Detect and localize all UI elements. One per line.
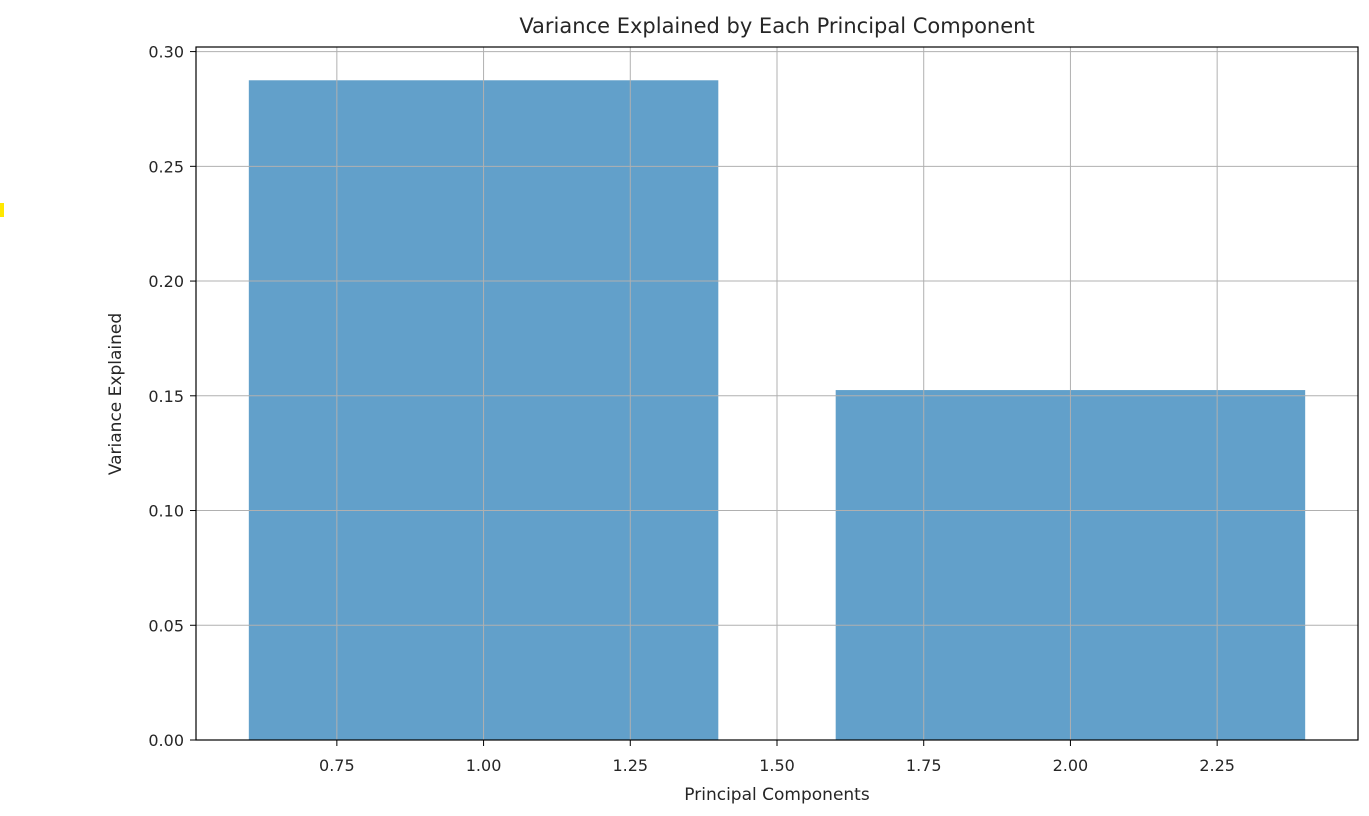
highlight-marker [0,203,4,217]
y-tick-label-0.20: 0.20 [148,272,184,291]
x-tick-label-1.25: 1.25 [612,756,648,775]
x-tick-label-1.50: 1.50 [759,756,795,775]
chart-title: Variance Explained by Each Principal Com… [519,14,1034,38]
ticks: 0.75 1.00 1.25 1.50 1.75 2.00 2.25 0.00 0.05 0.10… [148,43,1235,775]
y-tick-label-0.10: 0.10 [148,502,184,521]
x-tick-label-0.75: 0.75 [319,756,355,775]
y-tick-label-0.00: 0.00 [148,731,184,750]
y-tick-label-0.05: 0.05 [148,616,184,635]
x-tick-label-1.00: 1.00 [466,756,502,775]
y-axis-label: Variance Explained [106,313,126,475]
x-axis-label: Principal Components [684,785,870,805]
y-tick-label-0.30: 0.30 [148,43,184,62]
y-tick-label-0.15: 0.15 [148,387,184,406]
y-tick-label-0.25: 0.25 [148,157,184,176]
x-tick-label-2.25: 2.25 [1199,756,1235,775]
x-tick-label-2.00: 2.00 [1053,756,1089,775]
x-tick-label-1.75: 1.75 [906,756,942,775]
